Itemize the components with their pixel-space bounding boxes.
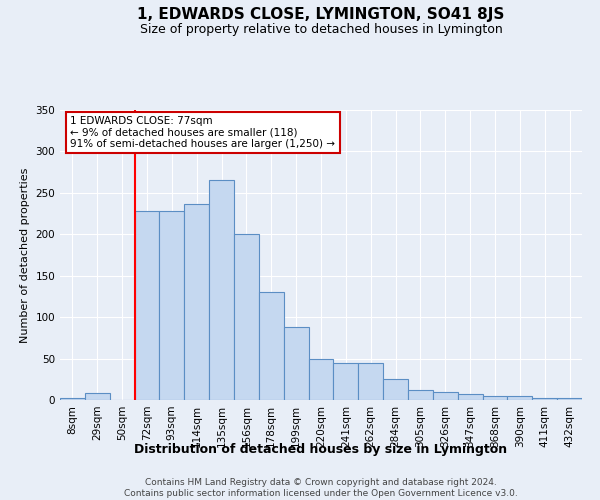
Bar [482, 396, 508, 400]
Bar [557, 398, 582, 400]
Text: 1 EDWARDS CLOSE: 77sqm
← 9% of detached houses are smaller (118)
91% of semi-det: 1 EDWARDS CLOSE: 77sqm ← 9% of detached … [70, 116, 335, 149]
Bar [532, 398, 557, 400]
Bar [358, 362, 383, 400]
Bar [284, 327, 308, 400]
Bar [408, 390, 433, 400]
Bar [209, 180, 234, 400]
Bar [259, 292, 284, 400]
Text: Contains HM Land Registry data © Crown copyright and database right 2024.
Contai: Contains HM Land Registry data © Crown c… [124, 478, 518, 498]
Bar [383, 380, 408, 400]
Bar [433, 392, 458, 400]
Bar [508, 396, 532, 400]
Text: 1, EDWARDS CLOSE, LYMINGTON, SO41 8JS: 1, EDWARDS CLOSE, LYMINGTON, SO41 8JS [137, 8, 505, 22]
Bar [458, 394, 482, 400]
Text: Size of property relative to detached houses in Lymington: Size of property relative to detached ho… [140, 22, 502, 36]
Bar [60, 398, 85, 400]
Bar [184, 204, 209, 400]
Y-axis label: Number of detached properties: Number of detached properties [20, 168, 30, 342]
Bar [334, 362, 358, 400]
Bar [134, 211, 160, 400]
Bar [308, 358, 334, 400]
Bar [85, 394, 110, 400]
Bar [234, 234, 259, 400]
Text: Distribution of detached houses by size in Lymington: Distribution of detached houses by size … [134, 442, 508, 456]
Bar [160, 211, 184, 400]
